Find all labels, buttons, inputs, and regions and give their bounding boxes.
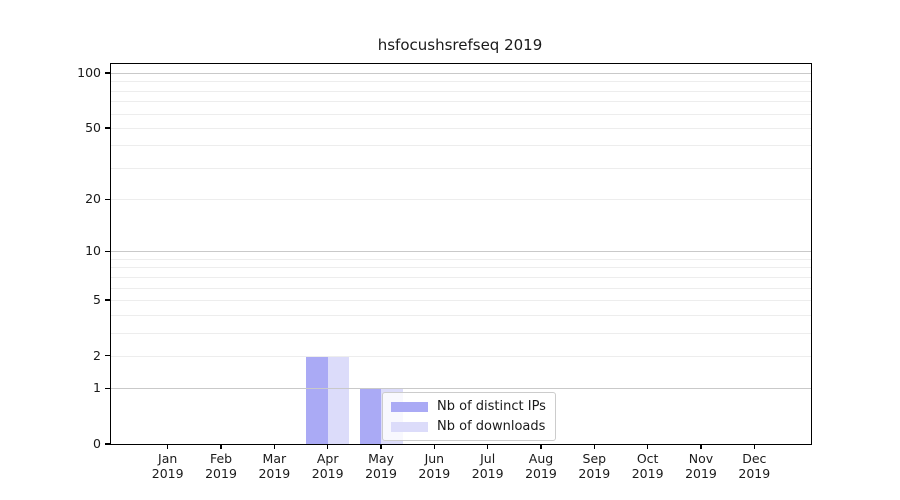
x-tick-month: Oct: [636, 451, 659, 466]
x-tick-year: 2019: [578, 466, 611, 481]
y-tick-mark: [105, 299, 110, 301]
x-tick-month: Apr: [316, 451, 339, 466]
x-tick-label: Jul 2019: [456, 451, 520, 481]
legend-swatch-distinct-ips: [391, 401, 428, 412]
y-tick-mark: [105, 72, 110, 74]
y-tick-label: 10: [85, 243, 101, 259]
y-tick-label: 20: [85, 191, 101, 207]
gridline-minor: [111, 113, 811, 115]
x-tick-month: Jul: [480, 451, 496, 466]
gridline-minor: [111, 199, 811, 201]
y-tick-mark: [105, 387, 110, 389]
gridline-minor: [111, 332, 811, 334]
x-tick-year: 2019: [631, 466, 664, 481]
gridline-minor: [111, 314, 811, 316]
gridline-minor: [111, 167, 811, 169]
chart-title: hsfocushsrefseq 2019: [377, 36, 543, 54]
x-tick-label: Mar 2019: [242, 451, 306, 481]
x-tick-mark: [327, 444, 329, 449]
legend-label-downloads: Nb of downloads: [437, 419, 546, 434]
gridline-minor: [111, 299, 811, 301]
y-tick-label: 2: [93, 347, 101, 363]
x-tick-mark: [646, 444, 649, 449]
x-tick-mark: [593, 444, 595, 449]
x-tick-label: Jun 2019: [402, 451, 466, 481]
x-tick-mark: [753, 444, 755, 449]
x-tick-mark: [700, 444, 702, 449]
x-tick-label: Jan 2019: [136, 451, 200, 481]
y-tick-mark: [105, 443, 110, 445]
x-tick-month: Jun: [424, 451, 445, 466]
x-tick-label: May 2019: [349, 451, 413, 481]
legend: Nb of distinct IPs Nb of downloads: [382, 392, 556, 441]
x-tick-month: Nov: [688, 451, 714, 466]
x-tick-mark: [487, 444, 489, 449]
x-tick-year: 2019: [525, 466, 557, 481]
gridline-minor: [111, 81, 811, 83]
gridline-major: [111, 388, 811, 390]
x-tick-year: 2019: [365, 466, 397, 481]
gridline-minor: [111, 101, 811, 103]
x-tick-year: 2019: [418, 466, 451, 481]
y-tick-mark: [105, 198, 110, 200]
legend-item-downloads: Nb of downloads: [391, 418, 546, 435]
y-tick-mark: [105, 250, 110, 252]
x-tick-label: Sep 2019: [562, 451, 626, 481]
gridline-minor: [111, 90, 811, 92]
legend-item-distinct-ips: Nb of distinct IPs: [391, 398, 546, 415]
x-tick-year: 2019: [151, 466, 184, 481]
gridline-minor: [111, 267, 811, 269]
x-tick-month: Aug: [528, 451, 554, 466]
x-tick-month: Feb: [209, 451, 233, 466]
x-tick-mark: [433, 444, 435, 449]
gridline-minor: [111, 145, 811, 147]
x-tick-label: Nov 2019: [669, 451, 733, 481]
gridline-minor: [111, 287, 811, 289]
x-tick-label: Oct 2019: [616, 451, 680, 481]
y-tick-mark: [105, 355, 110, 357]
gridline-major: [111, 73, 811, 75]
plot-area: 0 1 2 5 10 20 50 100 Jan 2019 Feb 2019 Mar 2019 Apr 201…: [77, 63, 812, 481]
y-tick-label: 5: [93, 291, 101, 307]
x-tick-mark: [220, 444, 222, 449]
gridline-minor: [111, 355, 811, 357]
gridline-minor: [111, 258, 811, 260]
x-tick-year: 2019: [311, 466, 344, 481]
y-tick-label: 50: [85, 119, 101, 135]
y-tick-label: 1: [93, 380, 101, 396]
legend-swatch-downloads: [391, 421, 428, 432]
x-tick-label: Apr 2019: [296, 451, 360, 481]
y-tick-label: 100: [77, 65, 101, 81]
x-tick-label: Feb 2019: [189, 451, 253, 481]
bar-nb-of-distinct-ips-may: [359, 388, 381, 444]
x-tick-year: 2019: [205, 466, 237, 481]
x-tick-year: 2019: [471, 466, 504, 481]
x-tick-mark: [540, 444, 542, 449]
x-tick-label: Dec 2019: [722, 451, 786, 481]
y-tick-label: 0: [93, 436, 101, 451]
x-tick-label: Aug 2019: [509, 451, 573, 481]
x-tick-year: 2019: [685, 466, 717, 481]
x-tick-month: Mar: [262, 451, 287, 466]
x-tick-month: Jan: [158, 451, 178, 466]
legend-label-distinct-ips: Nb of distinct IPs: [437, 399, 546, 414]
bar-nb-of-distinct-ips-apr: [306, 355, 328, 444]
gridline-minor: [111, 276, 811, 278]
x-tick-month: Dec: [742, 451, 767, 466]
x-tick-mark: [273, 444, 275, 449]
x-tick-month: May: [368, 451, 394, 466]
bar-nb-of-downloads-apr: [327, 355, 350, 444]
gridline-minor: [111, 127, 811, 129]
y-tick-mark: [105, 127, 110, 129]
x-tick-month: Sep: [582, 451, 607, 466]
x-tick-year: 2019: [738, 466, 771, 481]
x-tick-year: 2019: [258, 466, 291, 481]
x-tick-mark: [380, 444, 382, 449]
gridline-major: [111, 251, 811, 253]
x-tick-mark: [167, 444, 169, 449]
